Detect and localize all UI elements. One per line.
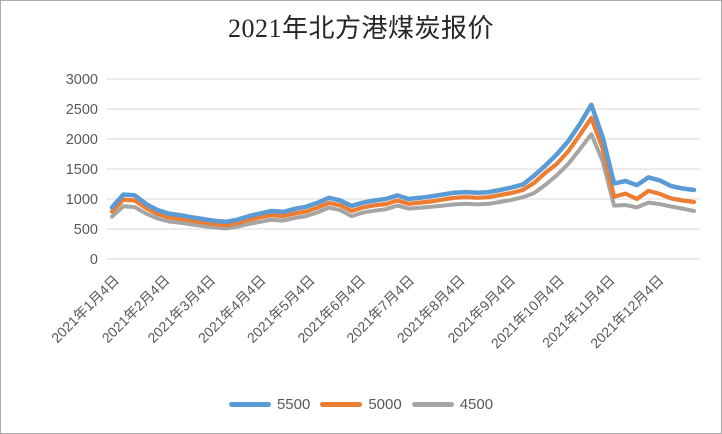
y-tick-label: 1500	[66, 162, 98, 178]
legend: 5500 5000 4500	[1, 396, 721, 413]
legend-label: 4500	[459, 396, 494, 413]
legend-line-swatch-blue	[228, 402, 271, 407]
legend-label: 5000	[368, 396, 402, 413]
chart-title: 2021年北方港煤炭报价	[227, 14, 494, 43]
y-axis-tick-labels: 0 500 1000 1500 2000 2500 3000	[66, 72, 98, 268]
y-tick-label: 2500	[66, 102, 98, 118]
legend-item-5000: 5000	[320, 396, 402, 413]
legend-item-5500: 5500	[228, 396, 311, 413]
y-tick-label: 1000	[66, 192, 98, 208]
x-axis-tick-labels: 2021年1月4日2021年2月4日2021年3月4日2021年4月4日2021…	[48, 272, 667, 352]
legend-item-4500: 4500	[411, 396, 494, 413]
series-line-5000	[109, 115, 697, 228]
y-tick-label: 0	[90, 252, 98, 268]
legend-line-swatch-gray	[411, 402, 454, 407]
y-tick-label: 3000	[66, 72, 98, 88]
data-series-lines	[109, 102, 697, 231]
series-line-4500	[110, 132, 696, 231]
series-line-5500	[109, 102, 697, 225]
y-tick-label: 500	[74, 222, 98, 238]
y-tick-label: 2000	[66, 132, 98, 148]
legend-line-swatch-orange	[320, 402, 363, 407]
legend-label: 5500	[276, 396, 311, 413]
